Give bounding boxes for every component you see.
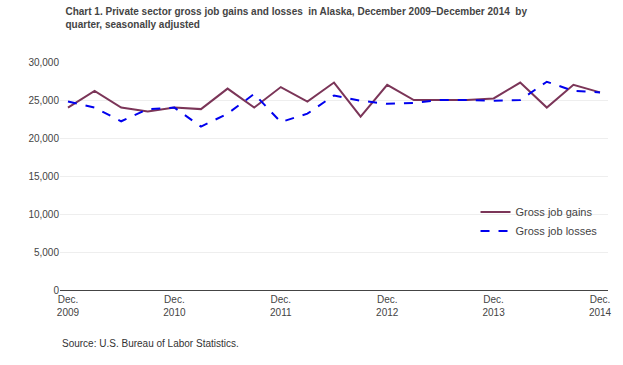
svg-text:Dec.2009: Dec.2009 (57, 294, 80, 318)
svg-text:Source: U.S. Bureau of Labor S: Source: U.S. Bureau of Labor Statistics. (62, 338, 239, 349)
svg-text:Dec.2014: Dec.2014 (589, 294, 612, 318)
svg-text:25,000: 25,000 (28, 95, 59, 106)
svg-text:Gross job gains: Gross job gains (516, 206, 593, 218)
svg-text:10,000: 10,000 (28, 209, 59, 220)
svg-text:0: 0 (53, 285, 59, 296)
svg-text:15,000: 15,000 (28, 171, 59, 182)
svg-text:20,000: 20,000 (28, 133, 59, 144)
svg-text:30,000: 30,000 (28, 57, 59, 68)
svg-text:Dec.2011: Dec.2011 (270, 294, 292, 318)
svg-text:Dec.2012: Dec.2012 (376, 294, 399, 318)
svg-text:Chart 1. Private sector gross: Chart 1. Private sector gross job gains … (65, 6, 527, 30)
svg-text:Dec.2010: Dec.2010 (163, 294, 186, 318)
svg-text:Dec.2013: Dec.2013 (482, 294, 505, 318)
svg-text:Gross job losses: Gross job losses (516, 225, 598, 237)
svg-text:5,000: 5,000 (34, 247, 59, 258)
